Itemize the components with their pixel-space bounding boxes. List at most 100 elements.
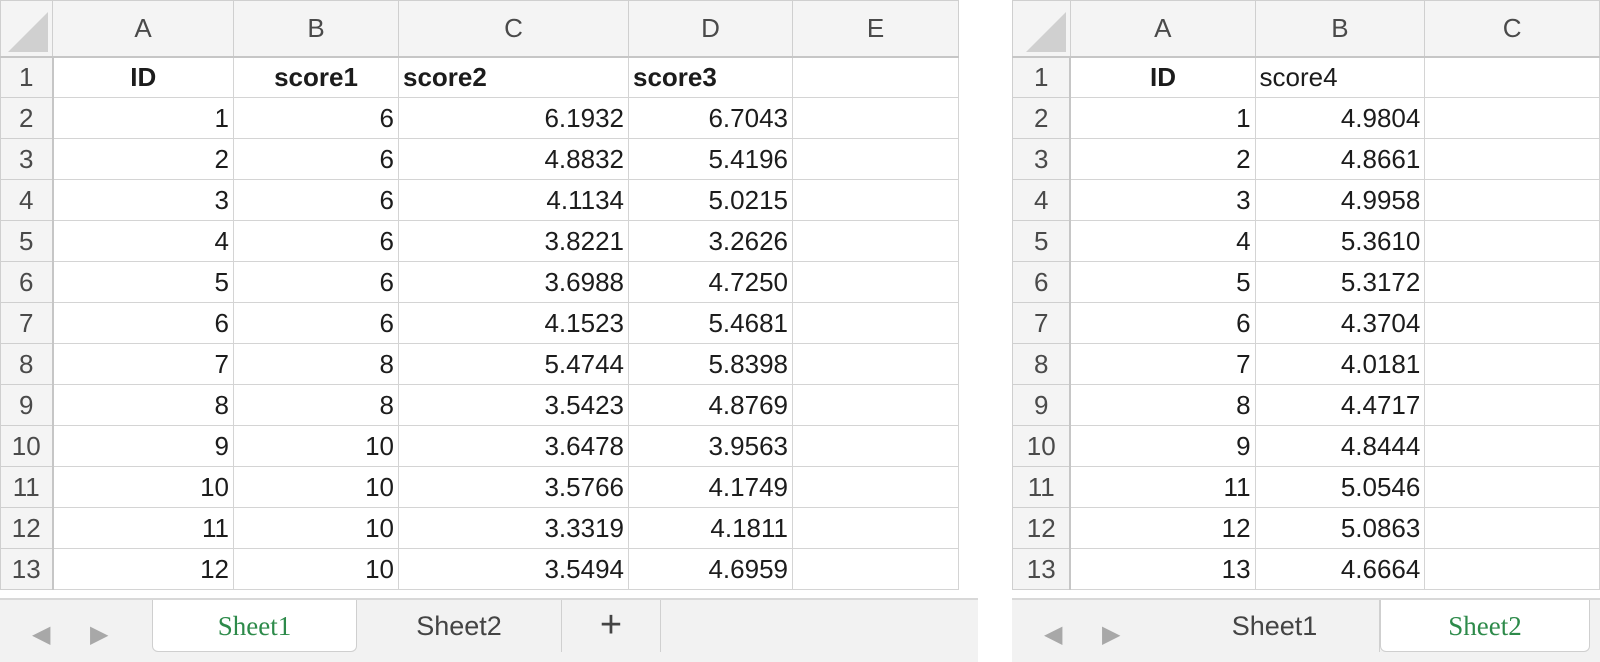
column-header[interactable]: B: [233, 0, 399, 58]
cell[interactable]: [792, 466, 959, 508]
cell[interactable]: 5.4196: [628, 138, 793, 180]
row-header[interactable]: 7: [1012, 302, 1072, 344]
plus-icon[interactable]: +: [562, 600, 661, 652]
cell-score3-header[interactable]: score3: [628, 56, 793, 98]
cell-id-header[interactable]: ID: [1069, 56, 1256, 98]
row-header[interactable]: 1: [1012, 56, 1072, 98]
row-header[interactable]: 1: [0, 56, 54, 98]
cell[interactable]: 4.1811: [628, 507, 793, 549]
row-header[interactable]: 12: [1012, 507, 1072, 549]
cell[interactable]: 5.3610: [1254, 220, 1426, 262]
chevron-right-icon[interactable]: ▶: [1102, 621, 1121, 648]
cell[interactable]: 3.9563: [628, 425, 793, 467]
cell[interactable]: 2: [52, 138, 234, 180]
cell[interactable]: 4.9804: [1254, 97, 1426, 139]
cell[interactable]: 4.6959: [628, 548, 793, 590]
cell[interactable]: 3.3319: [398, 507, 629, 549]
row-header[interactable]: 10: [0, 425, 54, 467]
select-all-corner[interactable]: [0, 0, 53, 58]
cell[interactable]: 4.8832: [398, 138, 629, 180]
cell[interactable]: 4.8661: [1254, 138, 1426, 180]
cell-id-header[interactable]: ID: [52, 56, 234, 98]
cell[interactable]: [792, 138, 959, 180]
cell[interactable]: [1424, 548, 1600, 590]
column-header[interactable]: B: [1254, 0, 1426, 58]
cell[interactable]: 10: [233, 548, 399, 590]
tab-sheet1[interactable]: Sheet1: [152, 600, 357, 652]
cell[interactable]: 12: [1069, 507, 1256, 549]
cell[interactable]: 5.8398: [628, 343, 793, 385]
cell[interactable]: 5: [52, 261, 234, 303]
cell[interactable]: [1424, 343, 1600, 385]
cell[interactable]: [1424, 56, 1600, 98]
cell[interactable]: [1424, 179, 1600, 221]
cell[interactable]: [792, 343, 959, 385]
row-header[interactable]: 13: [0, 548, 54, 590]
cell[interactable]: 4.7250: [628, 261, 793, 303]
cell[interactable]: 3: [1069, 179, 1256, 221]
cell[interactable]: [1424, 97, 1600, 139]
cell-score2-header[interactable]: score2: [398, 56, 629, 98]
cell[interactable]: [792, 179, 959, 221]
cell[interactable]: 6: [233, 302, 399, 344]
row-header[interactable]: 3: [1012, 138, 1072, 180]
row-header[interactable]: 2: [0, 97, 54, 139]
cell[interactable]: [792, 220, 959, 262]
cell[interactable]: 10: [233, 507, 399, 549]
cell[interactable]: 5: [1069, 261, 1256, 303]
row-header[interactable]: 5: [1012, 220, 1072, 262]
cell[interactable]: 8: [233, 384, 399, 426]
cell[interactable]: [1424, 466, 1600, 508]
cell[interactable]: 6: [52, 302, 234, 344]
cell[interactable]: 3: [52, 179, 234, 221]
cell[interactable]: 1: [52, 97, 234, 139]
row-header[interactable]: 8: [1012, 343, 1072, 385]
cell[interactable]: 5.3172: [1254, 261, 1426, 303]
cell[interactable]: 5.4744: [398, 343, 629, 385]
cell[interactable]: [792, 97, 959, 139]
cell[interactable]: 5.0546: [1254, 466, 1426, 508]
cell[interactable]: 5.0863: [1254, 507, 1426, 549]
cell[interactable]: 4.4717: [1254, 384, 1426, 426]
cell[interactable]: 4: [52, 220, 234, 262]
row-header[interactable]: 5: [0, 220, 54, 262]
column-header[interactable]: A: [1069, 0, 1256, 58]
cell[interactable]: 3.5423: [398, 384, 629, 426]
cell[interactable]: [1424, 425, 1600, 467]
row-header[interactable]: 8: [0, 343, 54, 385]
column-header[interactable]: C: [398, 0, 629, 58]
cell[interactable]: 10: [233, 425, 399, 467]
cell[interactable]: [1424, 261, 1600, 303]
cell[interactable]: 2: [1069, 138, 1256, 180]
cell[interactable]: 6: [233, 138, 399, 180]
cell[interactable]: 6.1932: [398, 97, 629, 139]
cell[interactable]: 6.7043: [628, 97, 793, 139]
cell[interactable]: 6: [1069, 302, 1256, 344]
tab-sheet2[interactable]: Sheet2: [357, 600, 562, 652]
cell-score4-header[interactable]: score4: [1254, 56, 1426, 98]
cell[interactable]: 4.3704: [1254, 302, 1426, 344]
cell[interactable]: [1424, 384, 1600, 426]
cell[interactable]: 9: [1069, 425, 1256, 467]
cell[interactable]: 4.1523: [398, 302, 629, 344]
cell[interactable]: [1424, 138, 1600, 180]
cell[interactable]: 6: [233, 220, 399, 262]
cell[interactable]: 5.0215: [628, 179, 793, 221]
cell-score1-header[interactable]: score1: [233, 56, 399, 98]
cell[interactable]: [792, 548, 959, 590]
cell[interactable]: 3.8221: [398, 220, 629, 262]
cell[interactable]: 11: [1069, 466, 1256, 508]
cell[interactable]: 4: [1069, 220, 1256, 262]
row-header[interactable]: 2: [1012, 97, 1072, 139]
row-header[interactable]: 6: [0, 261, 54, 303]
row-header[interactable]: 4: [0, 179, 54, 221]
row-header[interactable]: 4: [1012, 179, 1072, 221]
cell[interactable]: 3.6988: [398, 261, 629, 303]
cell[interactable]: 3.5494: [398, 548, 629, 590]
cell[interactable]: 4.0181: [1254, 343, 1426, 385]
row-header[interactable]: 11: [0, 466, 54, 508]
column-header[interactable]: E: [792, 0, 959, 58]
row-header[interactable]: 6: [1012, 261, 1072, 303]
select-all-corner[interactable]: [1012, 0, 1071, 58]
cell[interactable]: 6: [233, 97, 399, 139]
